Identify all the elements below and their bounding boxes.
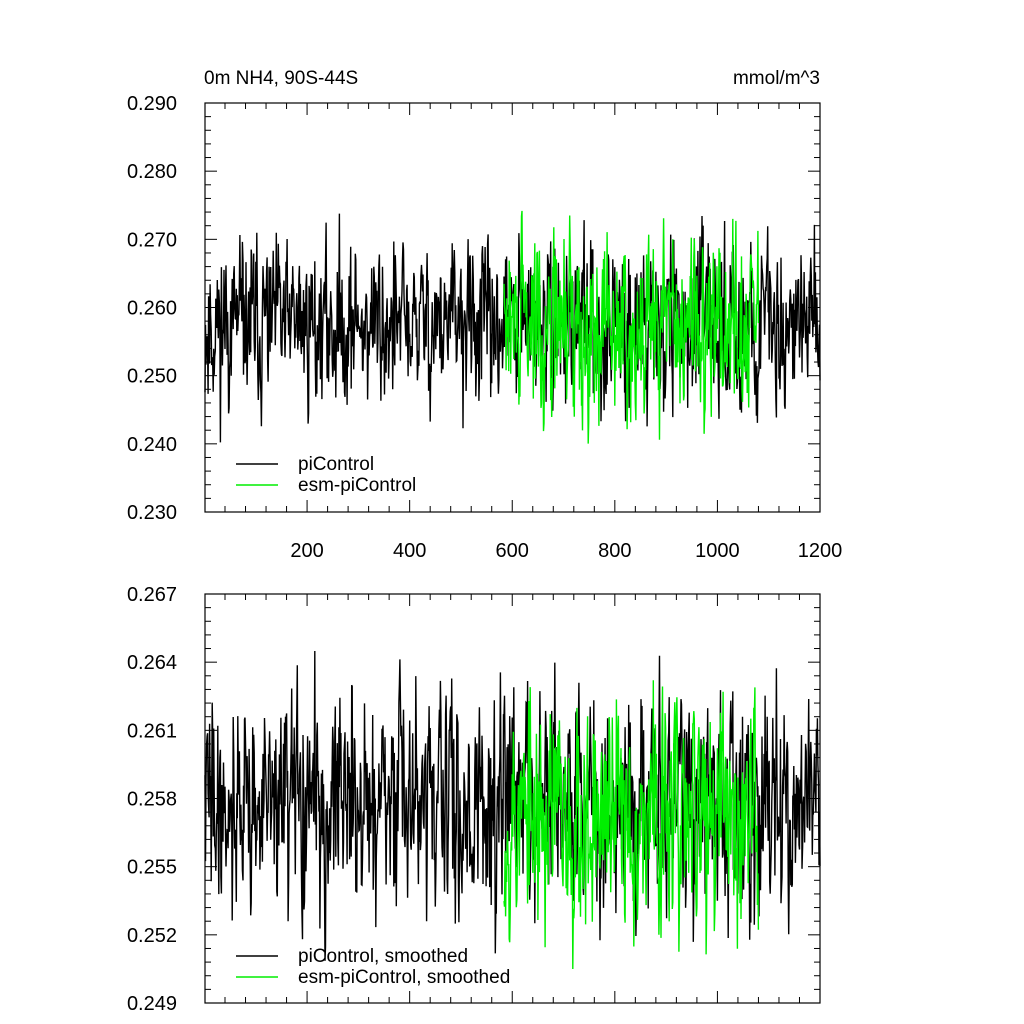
y-tick-label: 0.240	[127, 434, 177, 456]
top-panel: 0m NH4, 90S-44S mmol/m^3 0.230 0.240 0.250…	[127, 68, 842, 562]
y-tick-label: 0.260	[127, 298, 177, 320]
legend-label: piControl	[298, 454, 374, 475]
y-tick-label: 0.261	[127, 720, 177, 742]
y-tick-label: 0.270	[127, 229, 177, 251]
x-tick-label: 200	[290, 540, 323, 562]
x-tick-label: 800	[598, 540, 631, 562]
x-tick-label: 1000	[695, 540, 740, 562]
legend-label: esm-piControl, smoothed	[298, 967, 510, 988]
axes: 0.230 0.240 0.250 0.260 0.270 0.280 0.290 200 40…	[127, 93, 842, 562]
axes: 0.249 0.252 0.255 0.258 0.261 0.264 0.267	[127, 584, 821, 1015]
y-tick-label: 0.290	[127, 93, 177, 115]
y-tick-label: 0.249	[127, 993, 177, 1015]
legend-label: piControl, smoothed	[298, 946, 468, 967]
series-line-2	[503, 680, 760, 970]
legend-label: esm-piControl	[298, 475, 416, 496]
y-tick-label: 0.230	[127, 502, 177, 524]
y-tick-label: 0.264	[127, 652, 177, 674]
y-tick-label: 0.267	[127, 584, 177, 606]
y-tick-label: 0.280	[127, 161, 177, 183]
series-line-2	[503, 210, 760, 444]
x-tick-label: 1200	[798, 540, 843, 562]
y-tick-label: 0.255	[127, 857, 177, 879]
x-tick-label: 400	[393, 540, 426, 562]
y-tick-label: 0.258	[127, 789, 177, 811]
x-tick-label: 600	[496, 540, 529, 562]
y-tick-label: 0.252	[127, 925, 177, 947]
chart-title-left: 0m NH4, 90S-44S	[204, 68, 358, 89]
chart-title-units: mmol/m^3	[733, 68, 820, 89]
series-layer	[204, 210, 821, 444]
series-layer	[204, 650, 821, 970]
bottom-panel: 0.249 0.252 0.255 0.258 0.261 0.264 0.267 piCo…	[127, 584, 821, 1015]
y-tick-label: 0.250	[127, 366, 177, 388]
